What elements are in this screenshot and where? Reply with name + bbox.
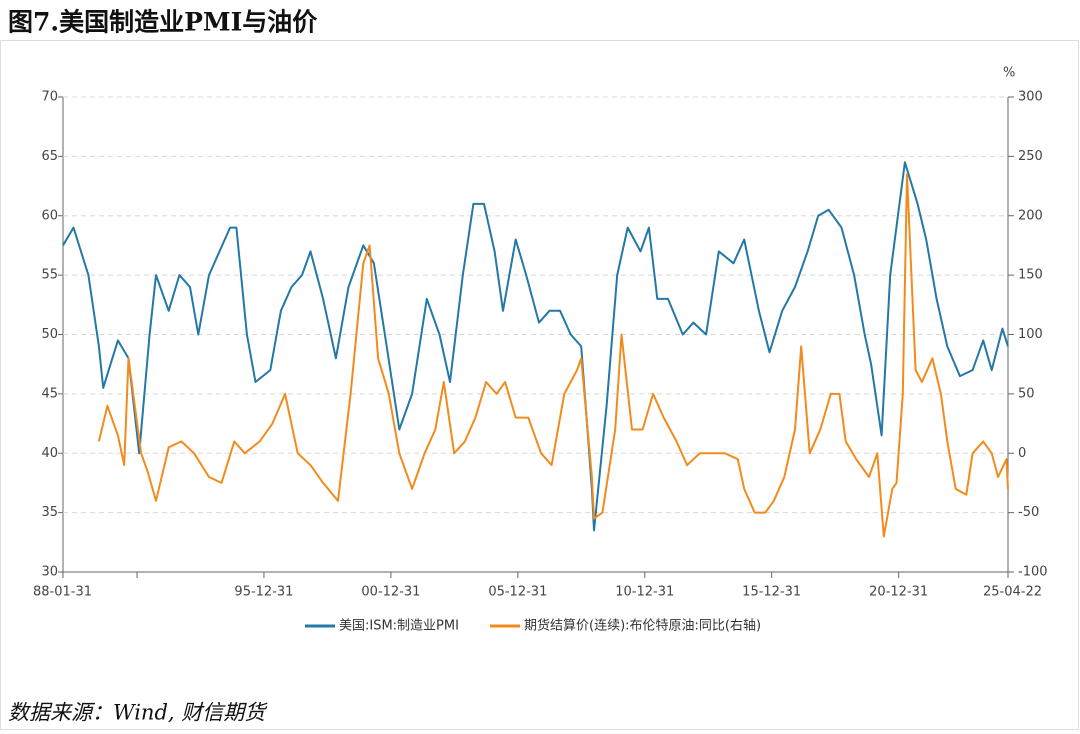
y2-tick-label: 200 [1018, 208, 1043, 223]
y2-tick-label: 300 [1018, 90, 1043, 105]
x-tick-label: 20-12-31 [869, 585, 928, 600]
series-line [97, 173, 1009, 538]
y-tick-label: 35 [41, 505, 58, 520]
y-tick-label: 45 [41, 386, 58, 401]
y2-tick-label: 250 [1018, 149, 1043, 164]
y-tick-label: 55 [41, 268, 58, 283]
y2-tick-label: 50 [1018, 386, 1035, 401]
x-tick-label: 05-12-31 [488, 585, 547, 600]
legend-label: 美国:ISM:制造业PMI [339, 619, 459, 634]
y2-unit: % [1003, 66, 1015, 81]
chart-title: 图7.美国制造业PMI与油价 [8, 8, 318, 37]
y2-tick-label: 100 [1018, 327, 1043, 342]
y-tick-label: 70 [41, 90, 58, 105]
x-tick-label: 88-01-31 [33, 585, 92, 600]
y-tick-label: 40 [41, 446, 58, 461]
y-tick-label: 60 [41, 208, 58, 223]
x-tick-label: 15-12-31 [742, 585, 801, 600]
x-tick-label: 00-12-31 [361, 585, 420, 600]
series-line [62, 161, 1009, 532]
legend-label: 期货结算价(连续):布伦特原油:同比(右轴) [524, 618, 761, 634]
y2-tick-label: 150 [1018, 268, 1043, 283]
x-tick-label: 10-12-31 [615, 585, 674, 600]
source-note: 数据来源：Wind, 财信期货 [8, 701, 268, 725]
y-tick-label: 50 [41, 327, 58, 342]
y2-tick-label: 0 [1018, 446, 1026, 461]
x-tick-label: 95-12-31 [234, 585, 293, 600]
y-tick-label: 30 [41, 565, 58, 580]
y2-tick-label: -50 [1018, 505, 1039, 520]
y-tick-label: 65 [41, 149, 58, 164]
x-tick-label: 25-04-22 [983, 585, 1042, 600]
y2-tick-label: -100 [1018, 565, 1048, 580]
